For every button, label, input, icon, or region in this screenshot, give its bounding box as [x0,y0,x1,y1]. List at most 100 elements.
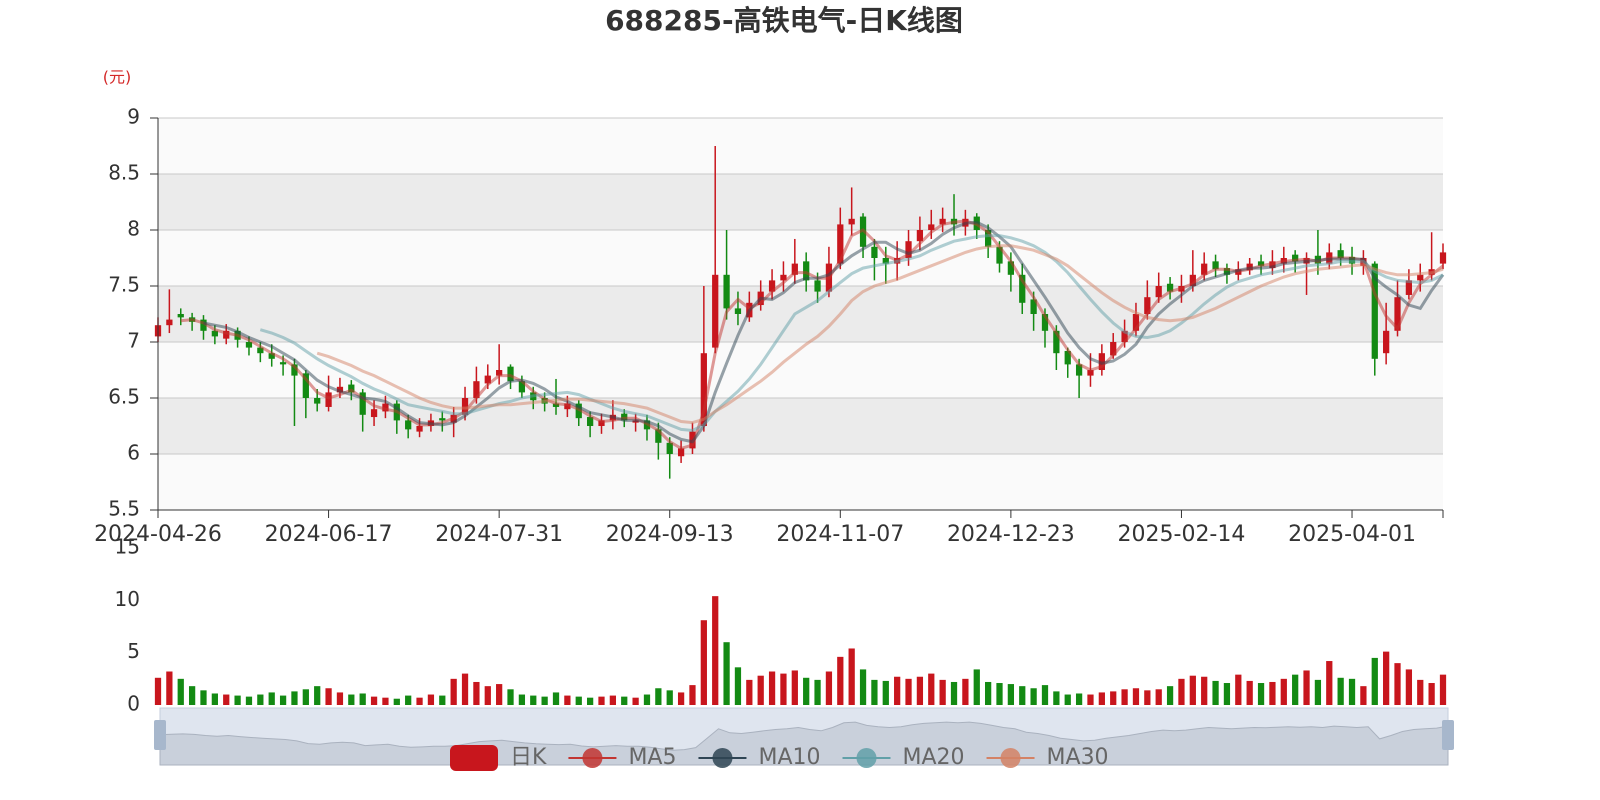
legend-icon[interactable] [856,748,877,768]
candle-body [223,330,230,339]
volume-bar [598,696,605,705]
volume-bar [257,694,264,705]
candle-body [518,381,526,393]
chart-title: 688285-高铁电气-日K线图 [605,4,963,37]
volume-bar [188,686,196,705]
volume-bar [757,675,764,705]
volume-bar [496,684,503,705]
volume-bar [677,692,685,705]
candle-body [484,375,491,384]
volume-bar [848,648,855,705]
candle-body [712,274,719,348]
candle-body [1417,274,1424,281]
ma-line [316,244,1444,425]
volume-bar [1098,692,1105,705]
candle-body [848,218,855,225]
volume-bar [768,671,776,705]
volume-bar [609,695,616,705]
legend-icon[interactable] [450,745,498,771]
slider-handle[interactable] [1442,720,1454,750]
legend-label[interactable]: MA5 [628,745,676,770]
volume-tick-label: 15 [115,535,140,559]
volume-bar [348,694,355,705]
candle-body [734,308,742,314]
candle-body [939,218,946,225]
volume-bar [302,689,309,705]
candle-body [302,373,309,398]
volume-bar [950,681,958,705]
volume-bar [871,679,878,705]
volume-bar [905,678,912,705]
candle-body [768,280,776,292]
candle-body [1166,283,1174,292]
candle-body [461,398,469,415]
split-area [158,118,1443,174]
candle-body [348,384,355,393]
legend-icon[interactable] [1000,748,1021,768]
volume-bar [370,696,378,705]
volume-bar [939,679,946,705]
candle-body [814,280,821,292]
candle-body [780,274,787,281]
volume-bar [279,695,287,705]
volume-bar [154,677,162,705]
legend-label[interactable]: MA20 [903,745,965,770]
ma-line [180,219,1444,451]
volume-bar [996,683,1003,705]
candle-body [359,392,366,415]
volume-bar [484,686,491,705]
y-tick-label: 8.5 [108,161,140,185]
volume-bar [552,692,560,705]
legend-label[interactable]: MA30 [1047,745,1109,770]
legend-label[interactable]: MA10 [758,745,820,770]
x-tick-label: 2024-09-13 [606,522,734,547]
volume-bar [1394,663,1401,705]
candle-body [905,241,912,258]
x-tick-label: 2025-04-01 [1288,522,1416,547]
candle-body [791,263,798,275]
volume-bar [643,694,651,705]
split-area [158,454,1443,510]
volume-bar [336,692,344,705]
legend-label[interactable]: 日K [510,745,547,770]
candle-body [1292,254,1299,262]
candle-body [1019,274,1026,303]
candle-body [1144,297,1151,314]
volume-bar [700,620,707,705]
volume-bar [507,689,514,705]
volume-bar [632,697,639,705]
volume-bar [382,697,389,705]
volume-bar [1030,688,1037,705]
candle-body [1053,330,1060,354]
candle-body [1257,261,1265,266]
candle-body [1405,280,1413,295]
candle-body [586,417,594,426]
volume-bar [1383,651,1390,705]
volume-bar [564,695,571,705]
volume-bar [1280,678,1287,705]
candle-body [279,362,287,365]
volume-bar [973,669,980,705]
x-tick-label: 2024-06-17 [265,522,393,547]
candle-body [1075,364,1083,376]
volume-bar [837,656,844,705]
volume-bar [1326,661,1333,705]
candle-body [837,224,844,264]
candle-body [882,258,889,264]
volume-bar [325,688,332,705]
volume-bar [814,679,821,705]
legend-icon[interactable] [582,748,603,768]
candle-body [291,364,298,376]
candle-body [473,381,480,398]
volume-bar [1087,694,1094,705]
y-tick-label: 5.5 [108,497,140,521]
candle-body [405,420,412,430]
candle-body [257,347,264,354]
volume-bar [416,697,423,705]
legend-icon[interactable] [712,748,733,768]
slider-handle[interactable] [154,720,166,750]
y-tick-label: 6 [127,441,140,465]
candle-body [1371,263,1378,359]
volume-tick-label: 5 [127,639,140,663]
